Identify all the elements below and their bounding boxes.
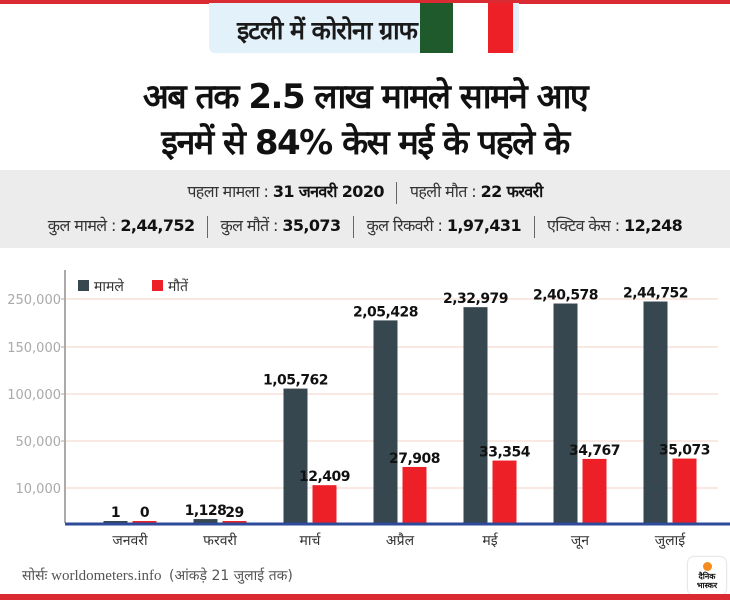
- data-label: 1,05,762: [263, 373, 328, 389]
- summary-row-2: कुल मामले : 2,44,752 कुल मौतें : 35,073 …: [0, 214, 730, 238]
- total-deaths-value: 35,073: [282, 216, 341, 235]
- bar-deaths: [402, 466, 427, 523]
- total-recovered-label: कुल रिकवरी :: [366, 216, 443, 235]
- legend-label: मामले: [94, 278, 124, 295]
- y-tick-label: 150,000: [7, 341, 61, 356]
- bar-deaths: [132, 521, 157, 523]
- source-prefix: सोर्सः: [22, 568, 48, 584]
- data-label: 2,32,979: [443, 291, 508, 307]
- bar-cases: [373, 320, 398, 523]
- x-tick-label: मार्च: [300, 532, 322, 549]
- italy-flag-green: [420, 3, 453, 53]
- x-tick-label: मई: [482, 532, 498, 549]
- data-label: 34,767: [569, 443, 620, 459]
- data-label: 27,908: [389, 451, 440, 467]
- bar-deaths: [582, 458, 607, 523]
- data-label: 2,44,752: [623, 286, 688, 302]
- data-label: 35,073: [659, 443, 710, 459]
- data-label: 0: [140, 505, 150, 521]
- bar-deaths: [312, 485, 337, 523]
- data-label: 2,05,428: [353, 304, 418, 320]
- source-note: सोर्सः worldometers.info (आंकड़े 21 जुला…: [22, 566, 293, 585]
- bar-deaths: [492, 460, 517, 523]
- divider: [206, 215, 208, 238]
- bar-cases: [643, 301, 668, 523]
- x-tick-label: फरवरी: [203, 532, 237, 549]
- total-cases-value: 2,44,752: [120, 216, 195, 235]
- logo-dot-icon: [702, 562, 712, 571]
- bar-deaths: [222, 521, 247, 523]
- data-label: 2,40,578: [533, 288, 598, 304]
- divider: [533, 215, 535, 238]
- bar-cases: [553, 303, 578, 523]
- italy-flag-red: [488, 3, 513, 53]
- divider: [396, 181, 398, 204]
- chart-tag-text: इटली में कोरोना ग्राफ: [237, 16, 418, 45]
- bottom-accent-bar: [0, 594, 730, 600]
- first-death-value: 22 फरवरी: [480, 182, 544, 201]
- legend-swatch-0: [78, 280, 89, 291]
- x-tick-label: जून: [571, 533, 589, 549]
- y-tick-label: 250,000: [7, 293, 61, 308]
- data-label: 1: [111, 505, 120, 521]
- total-cases-label: कुल मामले :: [47, 216, 117, 235]
- bar-cases: [463, 307, 488, 523]
- y-tick-label: 50,000: [16, 435, 62, 450]
- bar-deaths: [672, 458, 697, 523]
- bar-cases: [283, 388, 308, 523]
- data-label: 1,128: [185, 503, 227, 519]
- legend-swatch-1: [152, 280, 163, 291]
- italy-flag-white: [453, 3, 488, 53]
- data-label: 12,409: [299, 469, 350, 485]
- logo-line-1: दैनिक: [698, 572, 716, 581]
- bar-cases: [103, 521, 128, 523]
- top-accent-bar: [0, 0, 730, 4]
- first-case-label: पहला मामला :: [187, 182, 269, 201]
- y-tick-label: 10,000: [16, 482, 62, 497]
- total-recovered-value: 1,97,431: [446, 216, 522, 235]
- bar-cases: [193, 519, 218, 523]
- summary-panel: पहला मामला : 31 जनवरी 2020 पहली मौत : 22…: [0, 170, 730, 248]
- x-tick-label: जनवरी: [112, 532, 148, 549]
- x-tick-label: जुलाई: [655, 532, 687, 549]
- dainik-bhaskar-logo: दैनिक भास्कर: [688, 557, 726, 595]
- total-deaths-label: कुल मौतें :: [220, 216, 278, 235]
- source-site[interactable]: worldometers.info: [51, 568, 162, 584]
- x-tick-label: अप्रैल: [386, 532, 415, 549]
- data-label: 33,354: [479, 445, 531, 461]
- active-label: एक्टिव केस :: [547, 216, 620, 235]
- headline-line-2: इनमें से 84% केस मई के पहले के: [161, 123, 570, 163]
- bar-chart: 10,000 50,000 100,000 150,000 250,000 मामले मौ…: [7, 270, 730, 549]
- headline: अब तक 2.5 लाख मामले सामने आए इनमें से 84…: [0, 74, 730, 166]
- first-death-label: पहली मौत :: [409, 182, 477, 201]
- summary-row-1: पहला मामला : 31 जनवरी 2020 पहली मौत : 22…: [0, 180, 730, 204]
- y-tick-label: 100,000: [7, 388, 61, 403]
- divider: [352, 215, 354, 238]
- active-value: 12,248: [624, 216, 683, 235]
- source-date-note: (आंकड़े 21 जुलाई तक): [169, 568, 293, 584]
- headline-line-1: अब तक 2.5 लाख मामले सामने आए: [142, 77, 589, 117]
- data-label: 29: [225, 505, 243, 521]
- first-case-value: 31 जनवरी 2020: [272, 182, 385, 201]
- legend-label: मौतें: [168, 278, 189, 295]
- chart-tag: इटली में कोरोना ग्राफ: [209, 3, 519, 53]
- logo-line-2: भास्कर: [696, 581, 718, 590]
